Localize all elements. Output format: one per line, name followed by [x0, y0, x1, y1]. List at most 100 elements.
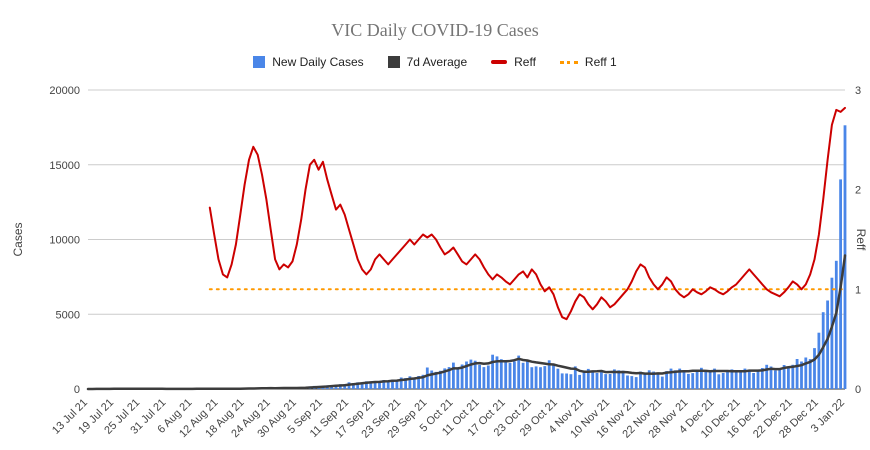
daily-cases-bar	[778, 369, 782, 389]
daily-cases-bar	[656, 373, 660, 389]
daily-cases-bar	[412, 377, 416, 389]
daily-cases-bar	[495, 356, 499, 389]
left-axis-tick-label: 0	[74, 384, 80, 396]
daily-cases-bar	[595, 373, 599, 389]
daily-cases-bar	[356, 382, 360, 389]
daily-cases-bar	[834, 260, 838, 389]
daily-cases-bar	[452, 362, 455, 389]
left-axis-tick-label: 15000	[49, 160, 80, 172]
daily-cases-bar	[560, 373, 564, 389]
daily-cases-bar	[704, 371, 708, 389]
legend-swatch-square-icon	[253, 56, 266, 68]
daily-cases-bar	[669, 368, 673, 389]
daily-cases-bar	[565, 373, 568, 389]
legend-item-new-daily-cases: New Daily Cases	[253, 55, 364, 69]
daily-cases-bar	[569, 374, 573, 389]
daily-cases-bar	[691, 373, 695, 389]
daily-cases-bar	[639, 371, 642, 389]
daily-cases-bar	[634, 377, 638, 389]
daily-cases-bar	[660, 376, 664, 389]
left-axis-tick-label: 20000	[49, 85, 80, 97]
daily-cases-bar	[526, 360, 529, 389]
daily-cases-bar	[726, 371, 729, 389]
daily-cases-bar	[608, 374, 612, 389]
daily-cases-bar	[465, 361, 468, 389]
daily-cases-bar	[439, 370, 442, 389]
daily-cases-bar	[743, 368, 747, 389]
daily-cases-bar	[456, 367, 460, 389]
daily-cases-bar	[399, 377, 403, 389]
seven-day-average-line	[86, 254, 847, 391]
left-axis-title: Cases	[11, 222, 25, 256]
daily-cases-bar	[643, 374, 647, 389]
daily-cases-bar	[830, 277, 834, 389]
right-axis-tick-label: 0	[855, 384, 861, 396]
daily-cases-bar	[804, 357, 808, 389]
legend-label: 7d Average	[406, 55, 468, 69]
daily-cases-bar	[821, 312, 825, 389]
left-axis-tick-label: 5000	[56, 309, 80, 321]
daily-cases-bar	[460, 364, 464, 389]
daily-cases-bar	[730, 369, 734, 389]
daily-cases-bar	[573, 366, 577, 389]
daily-cases-bar	[708, 371, 712, 389]
daily-cases-bar	[747, 369, 751, 389]
daily-cases-bar	[373, 381, 377, 389]
daily-cases-bar	[621, 370, 625, 389]
daily-cases-bar	[630, 376, 634, 389]
daily-cases-bar	[473, 360, 477, 389]
daily-cases-bar	[447, 367, 451, 389]
daily-cases-bar	[482, 367, 486, 389]
daily-cases-bar	[391, 379, 394, 389]
daily-cases-bar	[404, 378, 407, 389]
daily-cases-bar	[600, 372, 603, 389]
daily-cases-bar	[765, 364, 769, 389]
daily-cases-bar	[369, 381, 373, 389]
reff-line	[208, 106, 846, 321]
daily-cases-bar	[808, 359, 812, 389]
daily-cases-bar	[721, 373, 725, 389]
daily-cases-bar	[787, 366, 790, 389]
legend-swatch-square-icon	[387, 56, 400, 68]
daily-cases-bar	[647, 370, 651, 389]
right-axis-title: Reff	[854, 229, 868, 251]
daily-cases-bar	[617, 370, 621, 389]
legend-swatch-line-icon	[491, 60, 508, 64]
daily-cases-bar	[791, 364, 795, 389]
legend-item-reff: Reff	[491, 55, 536, 69]
legend-item-7d-average: 7d Average	[387, 55, 468, 69]
daily-cases-bar	[486, 365, 490, 389]
right-axis-tick-label: 1	[855, 284, 861, 296]
daily-cases-bar	[713, 368, 716, 389]
daily-cases-bar	[752, 373, 755, 389]
daily-cases-bar	[425, 367, 429, 389]
daily-cases-bar	[543, 366, 547, 389]
daily-cases-bar	[626, 375, 629, 389]
daily-cases-bar	[530, 367, 534, 389]
legend-label: Reff	[514, 55, 536, 69]
daily-cases-bar	[360, 382, 364, 389]
daily-cases-bar	[578, 374, 581, 389]
daily-cases-bar	[430, 370, 434, 389]
left-axis-tick-label: 10000	[49, 235, 80, 247]
daily-cases-bar	[739, 371, 742, 389]
daily-cases-bar	[469, 359, 473, 389]
daily-cases-bar	[826, 300, 829, 389]
daily-cases-bar	[517, 355, 521, 389]
legend-item-reff-1: Reff 1	[559, 55, 617, 69]
legend-label: Reff 1	[584, 55, 617, 69]
daily-cases-bar	[508, 362, 512, 389]
daily-cases-bar	[782, 365, 786, 389]
daily-cases-bar	[539, 367, 542, 389]
daily-cases-bar	[547, 360, 551, 389]
daily-cases-bar	[695, 371, 699, 389]
daily-cases-bar	[756, 371, 760, 389]
daily-cases-bar	[795, 359, 799, 389]
daily-cases-bar	[652, 371, 655, 389]
right-axis-tick-label: 2	[855, 185, 861, 197]
daily-cases-bar	[591, 371, 595, 389]
daily-cases-bar	[491, 354, 494, 389]
daily-cases-bar	[700, 367, 703, 389]
